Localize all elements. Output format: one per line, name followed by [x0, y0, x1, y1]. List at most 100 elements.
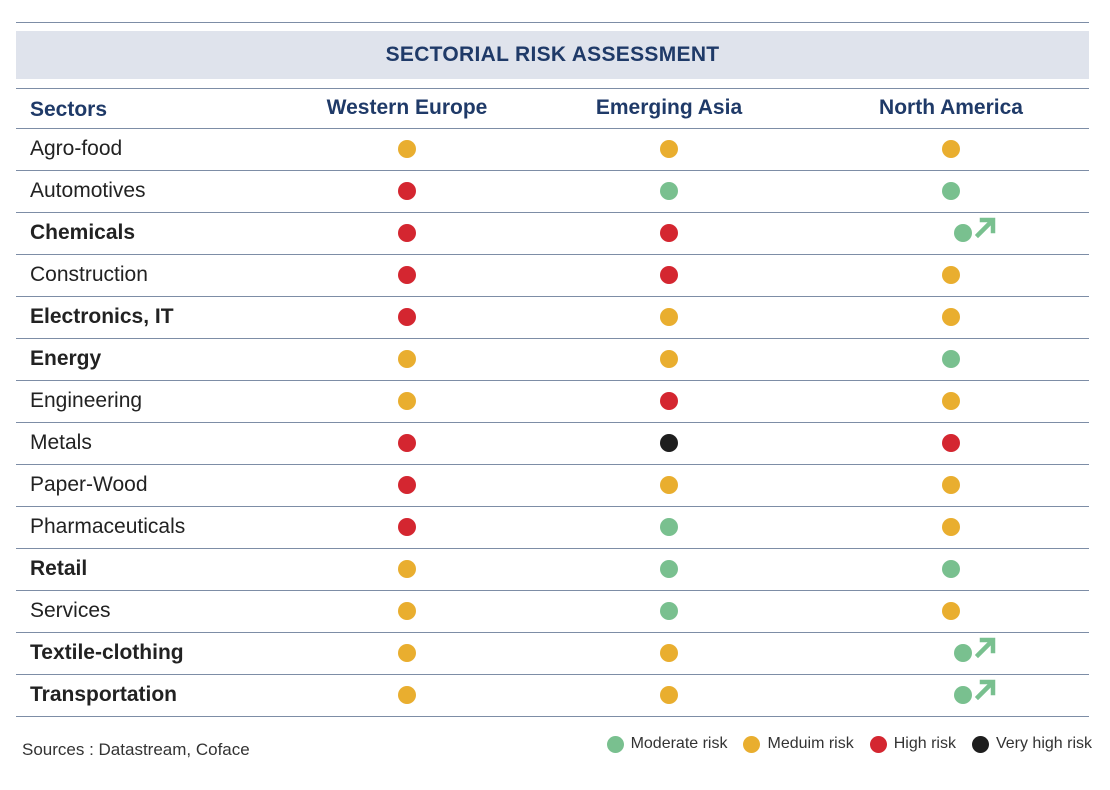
- table-row: Energy: [16, 338, 1089, 380]
- risk-dot-medium: [398, 392, 416, 410]
- risk-dot-medium: [398, 686, 416, 704]
- table-row: Automotives: [16, 170, 1089, 212]
- risk-dot-medium: [660, 350, 678, 368]
- risk-cell: [327, 296, 487, 338]
- risk-cell: [327, 128, 487, 170]
- sector-label: Pharmaceuticals: [30, 515, 186, 538]
- risk-dot-medium: [942, 602, 960, 620]
- sector-label: Engineering: [30, 389, 143, 412]
- sector-label: Paper-Wood: [30, 473, 148, 496]
- title-bar: SECTORIAL RISK ASSESSMENT: [16, 31, 1089, 79]
- risk-dot-medium: [398, 644, 416, 662]
- row-divider: [16, 212, 1089, 213]
- top-rule: [16, 22, 1089, 23]
- risk-dot-medium: [942, 308, 960, 326]
- risk-cell: [589, 170, 749, 212]
- risk-cell: [589, 590, 749, 632]
- legend-moderate-dot: [606, 735, 624, 753]
- table-row: Engineering: [16, 380, 1089, 422]
- table-row: Retail: [16, 548, 1089, 590]
- risk-cell: [589, 506, 749, 548]
- risk-cell: [871, 506, 1031, 548]
- risk-cell: [871, 590, 1031, 632]
- legend-veryhigh-dot: [971, 735, 989, 753]
- risk-dot-medium: [660, 476, 678, 494]
- risk-cell: [589, 464, 749, 506]
- row-divider: [16, 380, 1089, 381]
- risk-dot-medium: [660, 686, 678, 704]
- row-divider: [16, 590, 1089, 591]
- risk-cell: [871, 674, 1055, 716]
- risk-cell: [589, 422, 749, 464]
- table-row: Metals: [16, 422, 1089, 464]
- risk-cell: [327, 338, 487, 380]
- risk-cell: [589, 380, 749, 422]
- sector-label: Services: [30, 599, 111, 622]
- sector-label: Transportation: [30, 683, 178, 706]
- risk-cell: [871, 296, 1031, 338]
- risk-dot-high: [660, 392, 678, 410]
- risk-dot-medium: [398, 602, 416, 620]
- risk-cell: [327, 632, 487, 674]
- risk-dot-moderate: [660, 182, 678, 200]
- risk-cell: [327, 590, 487, 632]
- risk-dot-medium: [942, 476, 960, 494]
- sector-label: Construction: [30, 263, 148, 286]
- risk-dot-moderate: [660, 560, 678, 578]
- risk-dot-moderate: [953, 686, 972, 704]
- risk-dot-moderate: [660, 518, 678, 536]
- risk-dot-moderate: [942, 350, 960, 368]
- legend-item-medium: Meduim risk: [743, 735, 854, 753]
- table-row: Electronics, IT: [16, 296, 1089, 338]
- sector-label: Metals: [30, 431, 92, 454]
- risk-dot-high: [398, 224, 416, 242]
- risk-dot-medium: [398, 560, 416, 578]
- table-row: Construction: [16, 254, 1089, 296]
- risk-cell: [589, 296, 749, 338]
- risk-cell: [871, 128, 1031, 170]
- legend-item-veryhigh: Very high risk: [971, 735, 1092, 753]
- table-row: Chemicals: [16, 212, 1089, 254]
- table-title: SECTORIAL RISK ASSESSMENT: [385, 43, 720, 66]
- legend-item-moderate: Moderate risk: [606, 735, 728, 753]
- risk-cell: [327, 170, 487, 212]
- risk-cell: [871, 422, 1031, 464]
- row-divider: [16, 296, 1089, 297]
- risk-dot-medium: [942, 140, 960, 158]
- risk-dot-high: [398, 434, 416, 452]
- risk-cell: [589, 254, 749, 296]
- risk-dot-high: [660, 266, 678, 284]
- row-divider: [16, 170, 1089, 171]
- risk-cell: [327, 380, 487, 422]
- table-row: Agro-food: [16, 128, 1089, 170]
- risk-cell: [327, 674, 487, 716]
- table-row: Transportation: [16, 674, 1089, 716]
- risk-cell: [871, 254, 1031, 296]
- legend-item-high: High risk: [869, 735, 956, 753]
- table-header-row: Sectors Western Europe Emerging Asia Nor…: [16, 88, 1089, 128]
- table-row: Services: [16, 590, 1089, 632]
- table-row: Pharmaceuticals: [16, 506, 1089, 548]
- legend-moderate-label: Moderate risk: [630, 735, 728, 752]
- row-divider: [16, 338, 1089, 339]
- risk-dot-medium: [660, 308, 678, 326]
- header-top-rule: [16, 88, 1089, 89]
- risk-dot-moderate: [942, 560, 960, 578]
- risk-dot-moderate: [953, 224, 972, 242]
- sector-label: Automotives: [30, 179, 146, 202]
- risk-dot-medium: [398, 140, 416, 158]
- sector-label: Energy: [30, 347, 102, 370]
- risk-dot-moderate: [953, 644, 972, 662]
- legend-veryhigh-label: Very high risk: [995, 735, 1092, 752]
- row-divider: [16, 674, 1089, 675]
- row-divider: [16, 464, 1089, 465]
- risk-cell: [871, 170, 1031, 212]
- risk-dot-moderate: [942, 182, 960, 200]
- trend-up-arrow-icon: [974, 679, 995, 700]
- risk-dot-high: [398, 266, 416, 284]
- risk-dot-high: [398, 476, 416, 494]
- sources-note: Sources : Datastream, Coface: [22, 740, 250, 759]
- risk-cell: [327, 212, 487, 254]
- header-emerging-asia: Emerging Asia: [595, 96, 743, 119]
- risk-dot-high: [398, 308, 416, 326]
